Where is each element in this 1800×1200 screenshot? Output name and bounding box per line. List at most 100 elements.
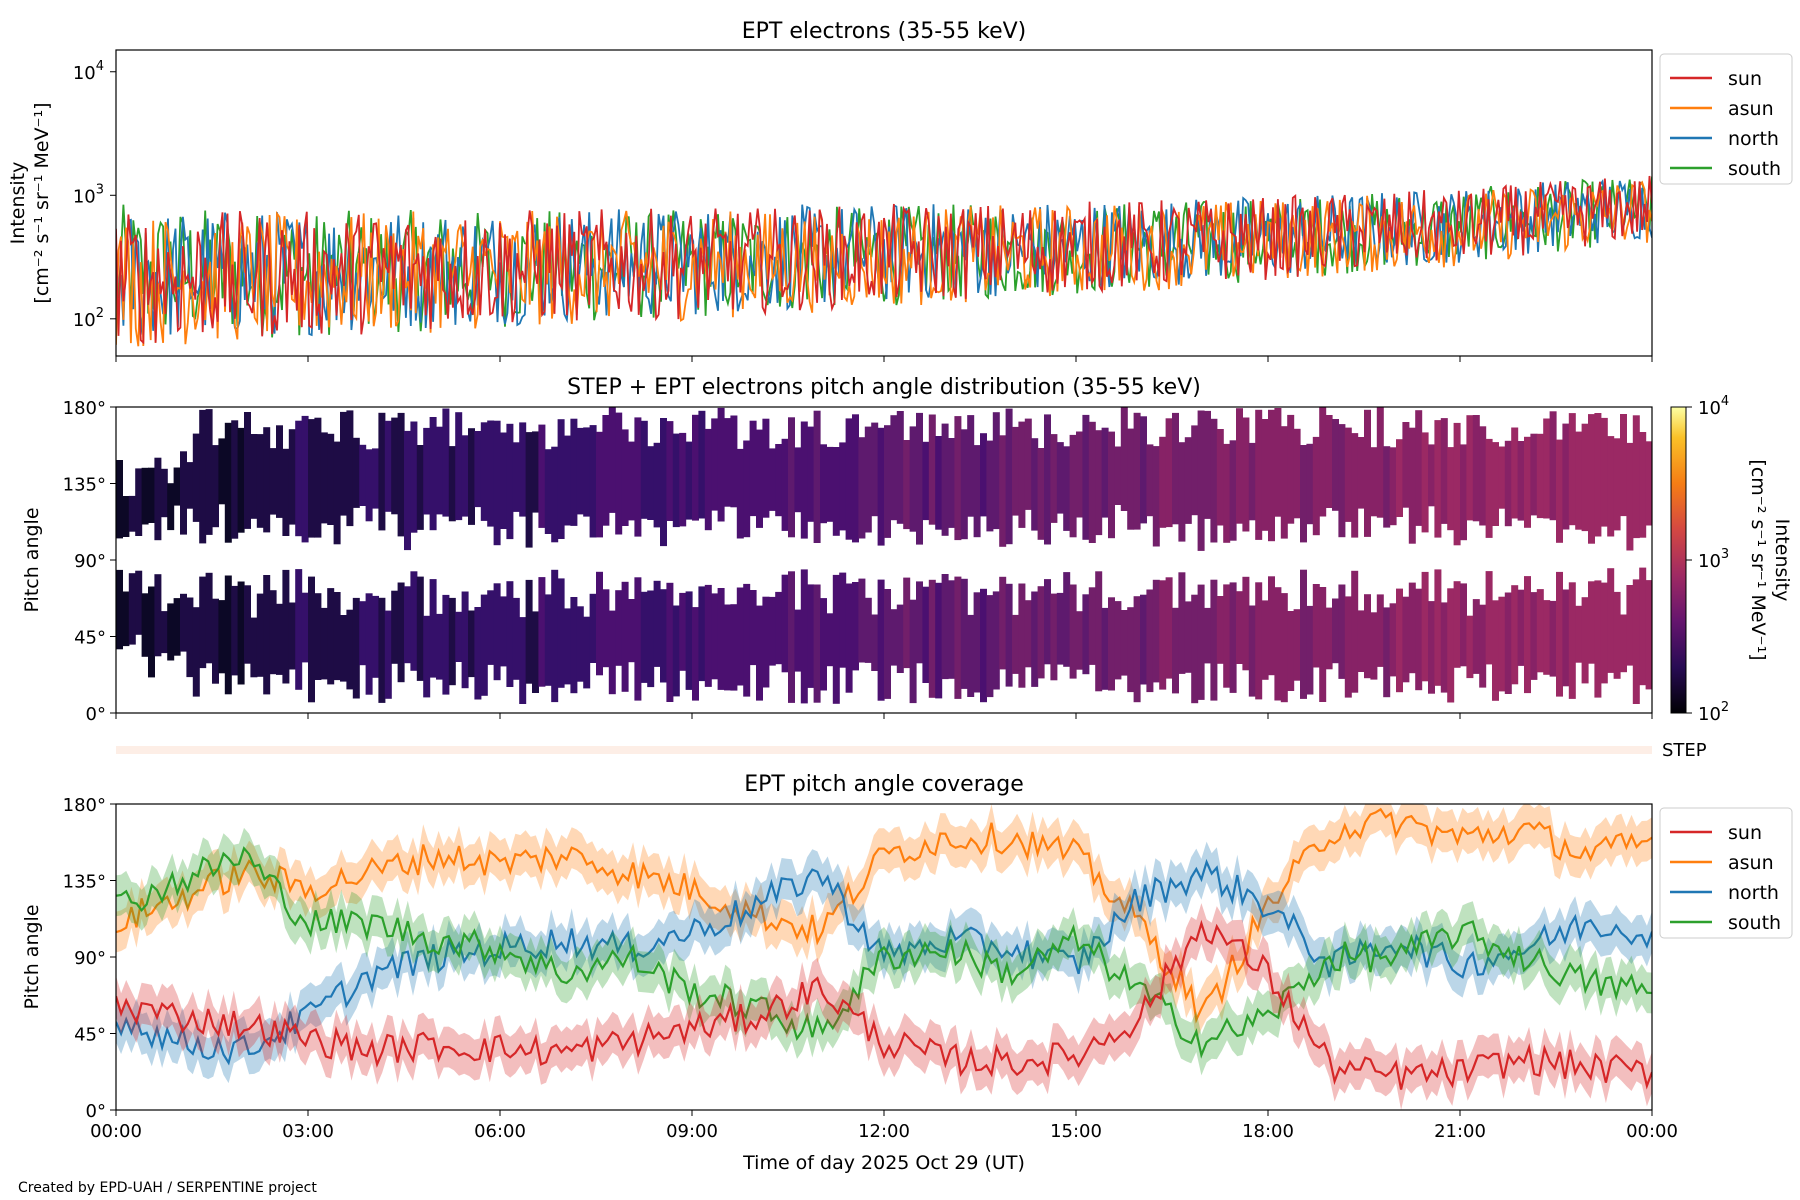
pad-cell <box>474 607 482 700</box>
pad-cell <box>692 414 699 521</box>
pad-ytick-label: 45° <box>74 628 106 649</box>
pad-cell <box>404 430 411 551</box>
pad-cell <box>1607 568 1615 673</box>
pad-y-ticks: 0° 45° 90° 135° 180° <box>63 398 116 725</box>
pad-cell <box>749 420 757 517</box>
pad-cell <box>794 609 802 672</box>
pad-cell <box>1376 594 1384 667</box>
pad-cell <box>596 571 603 676</box>
coverage-ytick-label: 135° <box>63 872 106 893</box>
pad-cell <box>1600 417 1608 527</box>
pad-cell <box>461 591 469 689</box>
pad-cell <box>928 579 936 698</box>
pad-cell <box>1581 597 1589 684</box>
pad-cell <box>538 424 546 528</box>
pad-cell <box>1421 432 1429 533</box>
pad-cell <box>154 457 162 541</box>
pad-cell <box>1261 419 1269 531</box>
pad-cell <box>1191 594 1199 704</box>
pad-cell <box>813 410 821 543</box>
pad-cell <box>282 448 290 536</box>
coverage-legend-box <box>1659 807 1793 939</box>
pad-cell <box>666 421 674 521</box>
pad-cell <box>1562 423 1570 530</box>
pad-cell <box>180 451 187 535</box>
pad-cell <box>1261 600 1269 680</box>
pad-cell <box>250 434 258 519</box>
pad-cell <box>1114 601 1122 680</box>
x-axis-label: Time of day 2025 Oct 29 (UT) <box>742 1152 1025 1174</box>
pad-cell <box>564 608 571 685</box>
pad-cell <box>1492 600 1499 701</box>
pad-cell <box>1415 410 1423 526</box>
pad-cell <box>436 613 443 680</box>
pad-cell <box>839 442 847 531</box>
pad-cell <box>1517 441 1525 521</box>
coverage-band-south <box>116 827 1652 1076</box>
pad-cell <box>1613 438 1621 531</box>
pad-cell <box>512 442 520 512</box>
pad-cell <box>813 584 821 703</box>
pad-cell <box>640 591 648 683</box>
pad-ylabel: Pitch angle <box>21 507 43 612</box>
pad-cell <box>1306 605 1314 695</box>
pad-cell <box>653 580 661 667</box>
pad-cell <box>1037 448 1045 540</box>
pad-cell <box>1242 417 1250 532</box>
pad-cell <box>1639 432 1647 538</box>
pad-cell <box>1408 427 1416 544</box>
pad-cell <box>1280 593 1288 703</box>
pad-cell <box>967 614 975 697</box>
pad-cell <box>1530 433 1538 516</box>
pad-cell <box>608 407 616 513</box>
pad-cell <box>1325 415 1333 508</box>
pad-cell <box>628 599 635 663</box>
pad-cell <box>1530 592 1538 680</box>
pad-cell <box>852 582 859 671</box>
pad-x-ticks <box>115 713 1653 719</box>
pad-cell <box>160 611 168 654</box>
colorbar-label-line1: Intensity <box>1771 519 1793 602</box>
pad-cell <box>1396 439 1403 517</box>
pad-cell <box>717 588 725 690</box>
pad-cell <box>788 417 795 538</box>
pad-cell <box>1268 576 1275 676</box>
pad-cell <box>448 597 456 686</box>
pad-cell <box>922 441 930 521</box>
pad-cell <box>1197 584 1205 700</box>
pad-cell <box>1184 437 1192 524</box>
pad-cell <box>1370 612 1378 680</box>
pad-cell <box>756 429 763 528</box>
pad-cell <box>724 418 731 507</box>
pad-cell <box>877 579 885 701</box>
pad-cell <box>602 415 610 526</box>
pad-cell <box>1434 569 1442 686</box>
pad-cell <box>1012 426 1019 516</box>
pad-cell <box>653 442 661 528</box>
pad-cell <box>1197 410 1205 551</box>
pad-cell <box>916 581 923 664</box>
intensity-ytick-label: 102 <box>73 306 104 331</box>
intensity-legend-label-asun: asun <box>1728 98 1774 120</box>
pad-cell <box>1108 597 1115 691</box>
pad-cell <box>1274 408 1282 517</box>
pad-cell <box>308 576 315 703</box>
pad-cell <box>845 418 853 540</box>
pad-cell <box>1088 421 1096 543</box>
colorbar-ticks: 102 103 104 <box>1686 394 1729 725</box>
pad-cell <box>1543 418 1551 519</box>
pad-cell <box>122 496 130 537</box>
pad-cell <box>916 412 923 545</box>
pad-cell <box>1005 408 1013 545</box>
pad-cell <box>672 433 680 528</box>
pad-cell <box>295 569 303 690</box>
pad-cell <box>301 415 309 543</box>
pad-cell <box>429 579 437 678</box>
pad-cell <box>384 610 392 699</box>
pad-cell <box>1562 589 1570 687</box>
pad-cell <box>423 427 431 515</box>
pad-cell <box>1300 569 1307 699</box>
pad-cell <box>1024 418 1032 510</box>
intensity-legend-label-south: south <box>1728 158 1781 180</box>
pad-cell <box>237 427 245 533</box>
